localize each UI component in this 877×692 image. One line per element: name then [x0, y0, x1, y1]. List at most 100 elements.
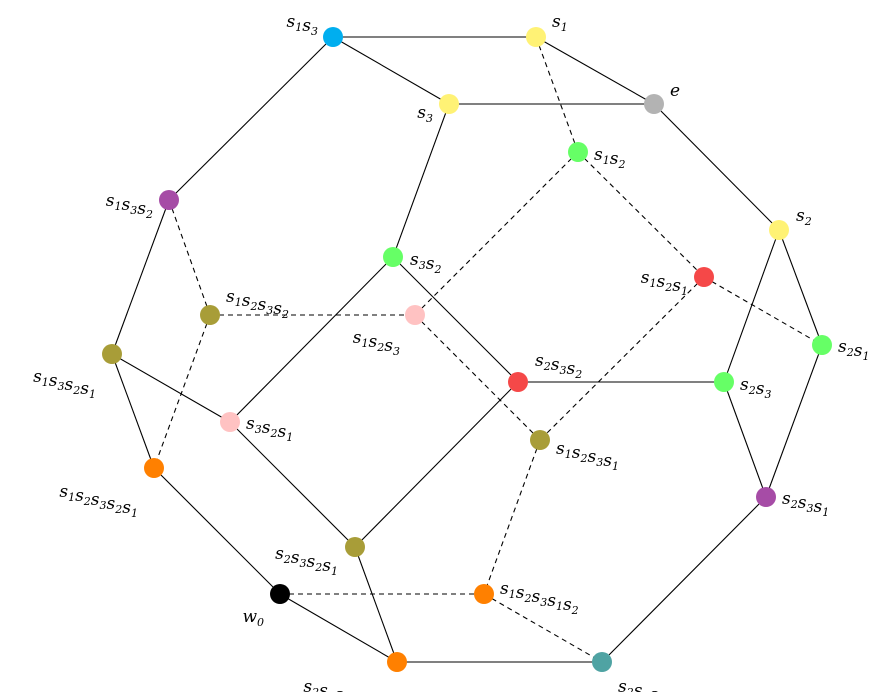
vertex-s2s3s1s2s1 — [387, 652, 407, 672]
edge-s1s3s2-s1s3s2s1 — [111, 199, 170, 355]
label-letter: s — [226, 287, 235, 307]
vertex-s1s3s2s1 — [102, 344, 122, 364]
label-letter: s — [798, 493, 807, 513]
label-subscript: 2 — [314, 561, 322, 574]
label-subscript: 1 — [68, 491, 75, 504]
label-letter: s — [566, 359, 575, 379]
label-subscript: 1 — [42, 376, 49, 389]
label-subscript: 1 — [862, 350, 869, 363]
label-subscript: 3 — [419, 259, 426, 272]
label-letter: s — [303, 677, 312, 692]
vertex-s3s2s1 — [220, 412, 240, 432]
label-s1: s1 — [552, 12, 568, 34]
edge-w0-s2s3s1s2s1 — [279, 593, 398, 663]
edges-layer — [111, 36, 823, 663]
edge-s3s2-s2s3s2 — [392, 256, 519, 383]
edge-s1s2s3s1-s1s2s3s1s2 — [483, 439, 541, 595]
vertex-s2s3s2s1 — [345, 537, 365, 557]
label-subscript: 1 — [286, 431, 293, 444]
label-letter: s — [552, 12, 561, 32]
label-s1s2s3s1s2: s1s2s3s1s2 — [500, 579, 579, 617]
label-letter: s — [75, 486, 84, 506]
label-subscript: 2 — [574, 368, 582, 381]
label-letter: s — [657, 272, 666, 292]
label-letter: s — [594, 145, 603, 165]
vertex-s2s3s1 — [756, 487, 776, 507]
label-letter: s — [106, 191, 115, 211]
vertex-s1s3s2 — [159, 190, 179, 210]
label-letter: s — [351, 689, 360, 692]
label-subscript: 1 — [561, 21, 568, 34]
label-subscript: 1 — [331, 565, 338, 578]
label-s3s2s1: s3s2s1 — [246, 414, 293, 444]
vertex-s1s2s3s1s2 — [474, 584, 494, 604]
label-letter: s — [838, 337, 847, 357]
label-letter: s — [107, 494, 116, 514]
label-letter: s — [307, 552, 316, 572]
label-letter: s — [65, 375, 74, 395]
label-letter: s — [556, 439, 565, 459]
edge-s1s3s2s1-s1s2s3s2s1 — [111, 353, 155, 469]
label-subscript: 3 — [596, 456, 603, 469]
edge-s1s3-s1s3s2 — [168, 36, 334, 201]
label-letter: s — [242, 291, 251, 311]
edge-s1s2-s1s2s3 — [414, 151, 579, 316]
label-s1s2s3s2: s1s2s3s2 — [226, 287, 289, 321]
edge-s1s2s1-s2s1 — [703, 276, 823, 346]
label-subscript: 2 — [72, 384, 80, 397]
label-subscript: 1 — [89, 388, 96, 401]
label-letter: s — [49, 371, 58, 391]
edge-s1-e — [535, 36, 655, 105]
label-subscript: 2 — [790, 498, 798, 511]
edge-s3-s3s2 — [392, 103, 450, 258]
label-letter: s — [756, 379, 765, 399]
label-letter: s — [59, 482, 68, 502]
label-s2s3s1s2s1: s2s3s1s2s1 — [303, 677, 382, 692]
label-letter: s — [587, 447, 596, 467]
vertex-s1s2s3s2 — [200, 305, 220, 325]
label-letter: s — [384, 336, 393, 356]
label-subscript: 1 — [603, 154, 610, 167]
vertex-s1s2s3s1 — [530, 430, 550, 450]
label-letter: s — [257, 295, 266, 315]
label-subscript: 3 — [642, 690, 649, 692]
label-subscript: 2 — [311, 686, 319, 692]
label-letter: s — [273, 299, 282, 319]
label-s2s3s1s2: s2s3s1s2 — [618, 677, 681, 692]
label-subscript: 2 — [83, 495, 91, 508]
edge-s2s1-s2s3s1 — [765, 344, 823, 498]
vertex-e — [644, 94, 664, 114]
label-letter: s — [610, 149, 619, 169]
labels-layer: es1s2s3s1s3s1s2s3s2s2s1s2s3s1s3s2s1s2s1s… — [33, 12, 869, 692]
vertex-s1s2s3 — [405, 305, 425, 325]
label-letter: s — [277, 422, 286, 442]
label-subscript: 1 — [650, 277, 657, 290]
edge-s1s2s3s2s1-w0 — [153, 467, 281, 595]
label-subscript: 1 — [131, 507, 138, 520]
label-letter: s — [122, 195, 131, 215]
label-subscript: 2 — [626, 686, 634, 692]
vertex-s1s3 — [323, 27, 343, 47]
label-letter: s — [551, 355, 560, 375]
edge-s2-s2s1 — [778, 229, 823, 346]
edge-s2-s2s3 — [723, 229, 780, 383]
label-s1s3s2s1: s1s3s2s1 — [33, 367, 96, 401]
label-letter: s — [740, 375, 749, 395]
label-letter: s — [672, 276, 681, 296]
label-letter: s — [262, 418, 271, 438]
label-letter: s — [410, 250, 419, 270]
label-subscript: 1 — [612, 460, 619, 473]
label-s1s2s3s1: s1s2s3s1 — [556, 439, 619, 473]
label-letter: s — [417, 103, 426, 123]
label-subscript: 1 — [556, 600, 563, 613]
label-subscript: 2 — [804, 215, 812, 228]
vertex-s2s3s2 — [508, 372, 528, 392]
vertex-s2s3s1s2 — [592, 652, 612, 672]
label-subscript: 2 — [748, 384, 756, 397]
label-subscript: 1 — [565, 448, 572, 461]
label-subscript: 3 — [426, 112, 433, 125]
label-letter: s — [302, 16, 311, 36]
label-subscript: 2 — [281, 308, 289, 321]
label-s2s3s2s1: s2s3s2s1 — [275, 544, 338, 578]
label-letter: s — [665, 689, 674, 692]
